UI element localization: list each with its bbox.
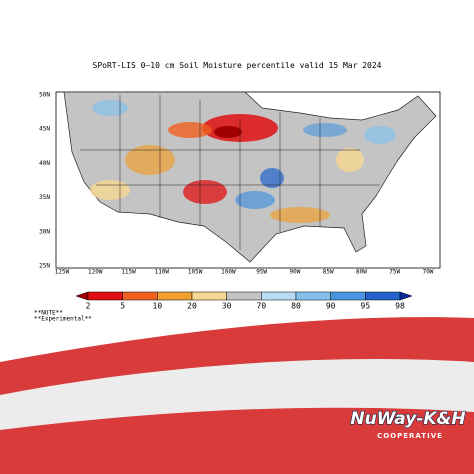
latitude-label: 50N: [39, 92, 50, 99]
longitude-label: 85W: [323, 269, 334, 276]
colorbar-label: 30: [222, 302, 232, 311]
wet-area: [303, 123, 347, 137]
colorbar-swatch: [122, 291, 158, 301]
map-body: [63, 92, 437, 263]
colorbar-label: 95: [361, 302, 371, 311]
longitude-label: 70W: [423, 269, 434, 276]
map-title: SPoRT-LIS 0–10 cm Soil Moisture percenti…: [93, 61, 382, 70]
state-lines: [80, 95, 380, 250]
logo-name: NuWay-K&H: [350, 409, 465, 429]
logo-tagline: COOPERATIVE: [377, 432, 443, 440]
colorbar-label: 70: [257, 302, 267, 311]
longitude-label: 125W: [55, 269, 70, 276]
longitude-label: 95W: [256, 269, 267, 276]
footer-swoosh: [0, 407, 474, 474]
dry-area: [168, 122, 212, 138]
wet-area: [92, 100, 128, 116]
latitude-label: 25N: [39, 263, 50, 270]
dry-area: [125, 145, 175, 175]
colorbar-swatch: [157, 291, 193, 301]
colorbar-label: 20: [187, 302, 197, 311]
dry-area: [270, 207, 330, 223]
longitude-label: 110W: [155, 269, 170, 276]
colorbar-swatch: [87, 291, 123, 301]
wet-area: [235, 191, 275, 209]
latitude-label: 40N: [39, 160, 50, 167]
colorbar-arrow: [75, 291, 89, 301]
colorbar-label: 10: [153, 302, 163, 311]
colorbar-swatch: [330, 291, 366, 301]
colorbar-swatch: [261, 291, 297, 301]
wet-area: [260, 168, 284, 188]
colorbar-label: 90: [326, 302, 336, 311]
longitude-label: 105W: [188, 269, 203, 276]
colorbar-swatch: [295, 291, 331, 301]
colorbar-label: 80: [291, 302, 301, 311]
colorbar-label: 98: [395, 302, 405, 311]
dry-area: [183, 180, 227, 204]
wet-area: [364, 126, 396, 144]
dry-area: [214, 126, 242, 138]
longitude-label: 120W: [88, 269, 103, 276]
longitude-label: 75W: [389, 269, 400, 276]
latitude-label: 45N: [39, 126, 50, 133]
longitude-label: 80W: [356, 269, 367, 276]
longitude-label: 115W: [121, 269, 136, 276]
colorbar-swatch: [365, 291, 401, 301]
colorbar-label: 5: [120, 302, 125, 311]
dry-area: [90, 180, 130, 200]
longitude-label: 100W: [221, 269, 236, 276]
colorbar-swatch: [191, 291, 227, 301]
note: **NOTE**: [34, 310, 63, 317]
colorbar-label: 2: [86, 302, 91, 311]
colorbar-swatch: [226, 291, 262, 301]
land: [63, 92, 437, 263]
latitude-label: 35N: [39, 194, 50, 201]
colorbar-arrow: [399, 291, 413, 301]
latitude-label: 30N: [39, 228, 50, 235]
note: **Experimental**: [34, 316, 92, 323]
longitude-label: 90W: [289, 269, 300, 276]
dry-area: [336, 148, 364, 172]
